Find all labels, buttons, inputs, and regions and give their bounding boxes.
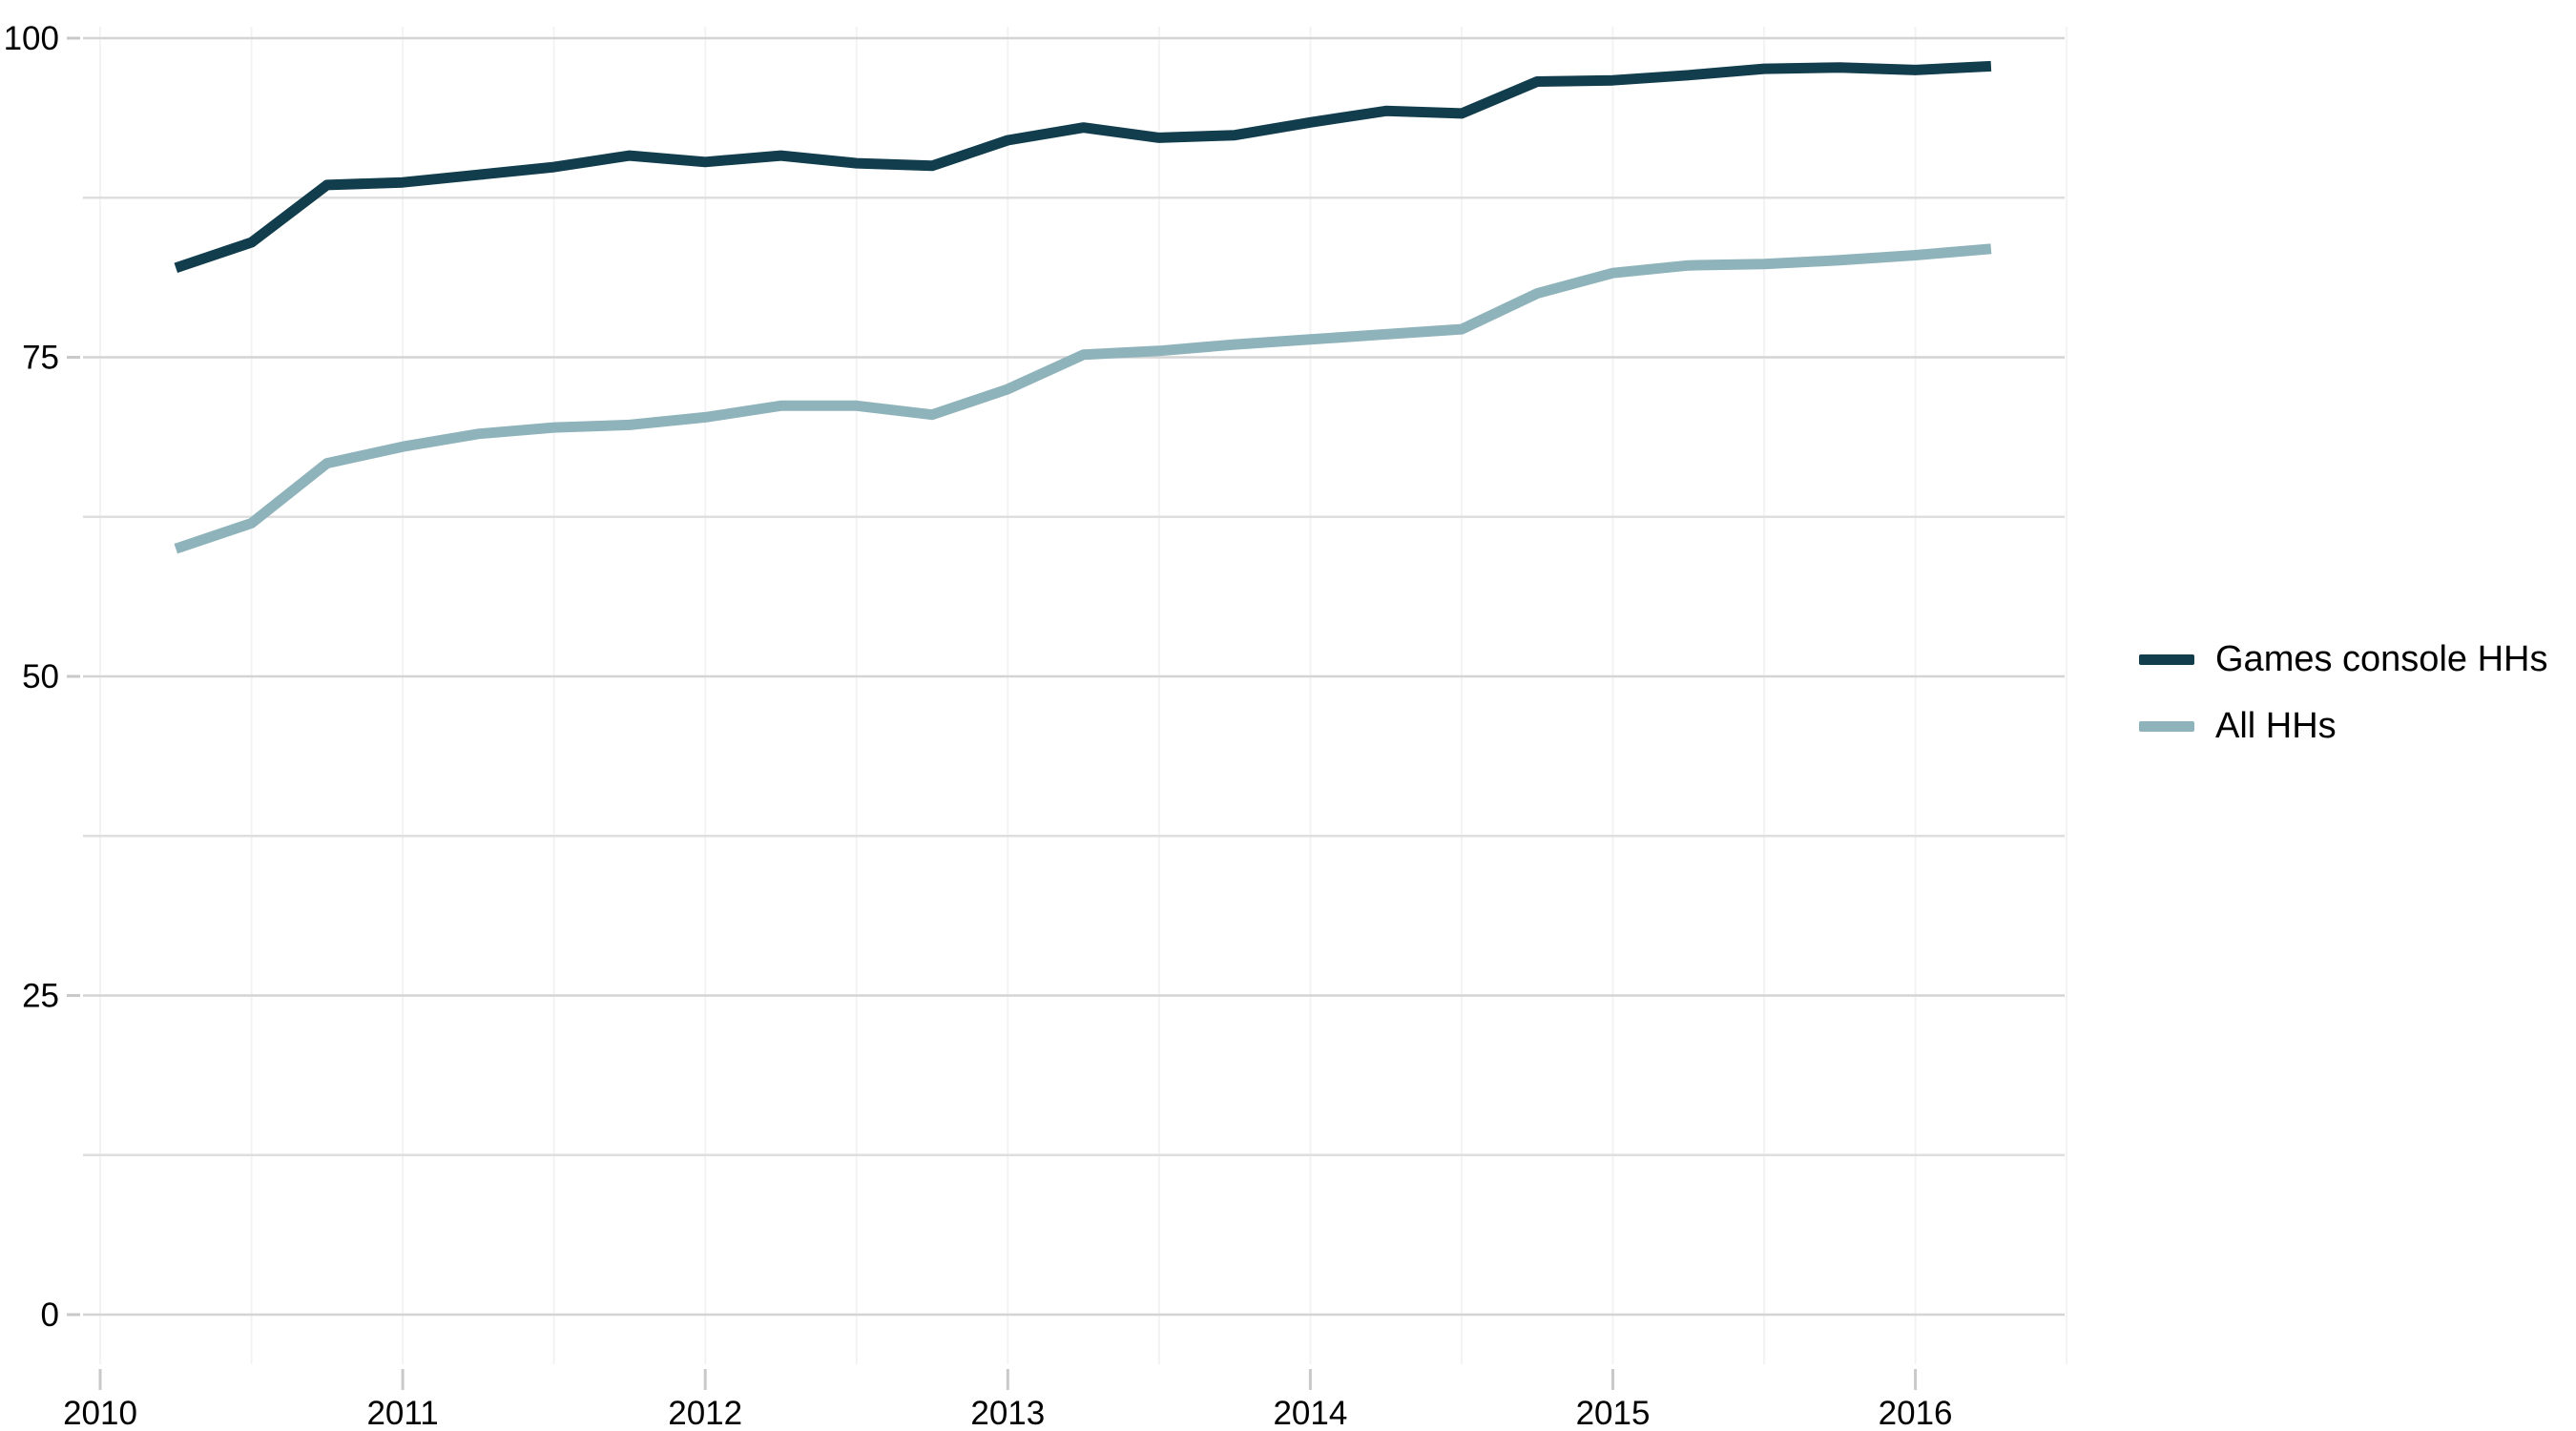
series-line-games-console	[174, 60, 1992, 274]
legend-label-games-console: Games console HHs	[2215, 639, 2548, 679]
legend-swatch-games-console	[2139, 653, 2194, 665]
x-axis-label: 2014	[1273, 1395, 1347, 1431]
x-axis-label: 2013	[970, 1395, 1045, 1431]
y-axis-label: 0	[41, 1296, 59, 1334]
x-axis-label: 2015	[1576, 1395, 1651, 1431]
y-axis-label: 100	[4, 20, 59, 57]
legend-item-games-console: Games console HHs	[2139, 641, 2547, 677]
y-axis-label: 50	[22, 658, 59, 695]
legend: Games console HHs All HHs	[2139, 641, 2547, 744]
x-axis-label: 2011	[366, 1395, 438, 1431]
x-axis-label: 2010	[63, 1395, 137, 1431]
y-axis-label: 75	[22, 340, 59, 377]
series-line-all-hhs	[174, 243, 1992, 554]
legend-item-all-hhs: All HHs	[2139, 708, 2547, 744]
y-axis-label: 25	[22, 978, 59, 1015]
legend-swatch-all-hhs	[2139, 720, 2194, 732]
x-axis-label: 2012	[668, 1395, 742, 1431]
x-axis-label: 2016	[1879, 1395, 1953, 1431]
legend-label-all-hhs: All HHs	[2215, 706, 2337, 746]
